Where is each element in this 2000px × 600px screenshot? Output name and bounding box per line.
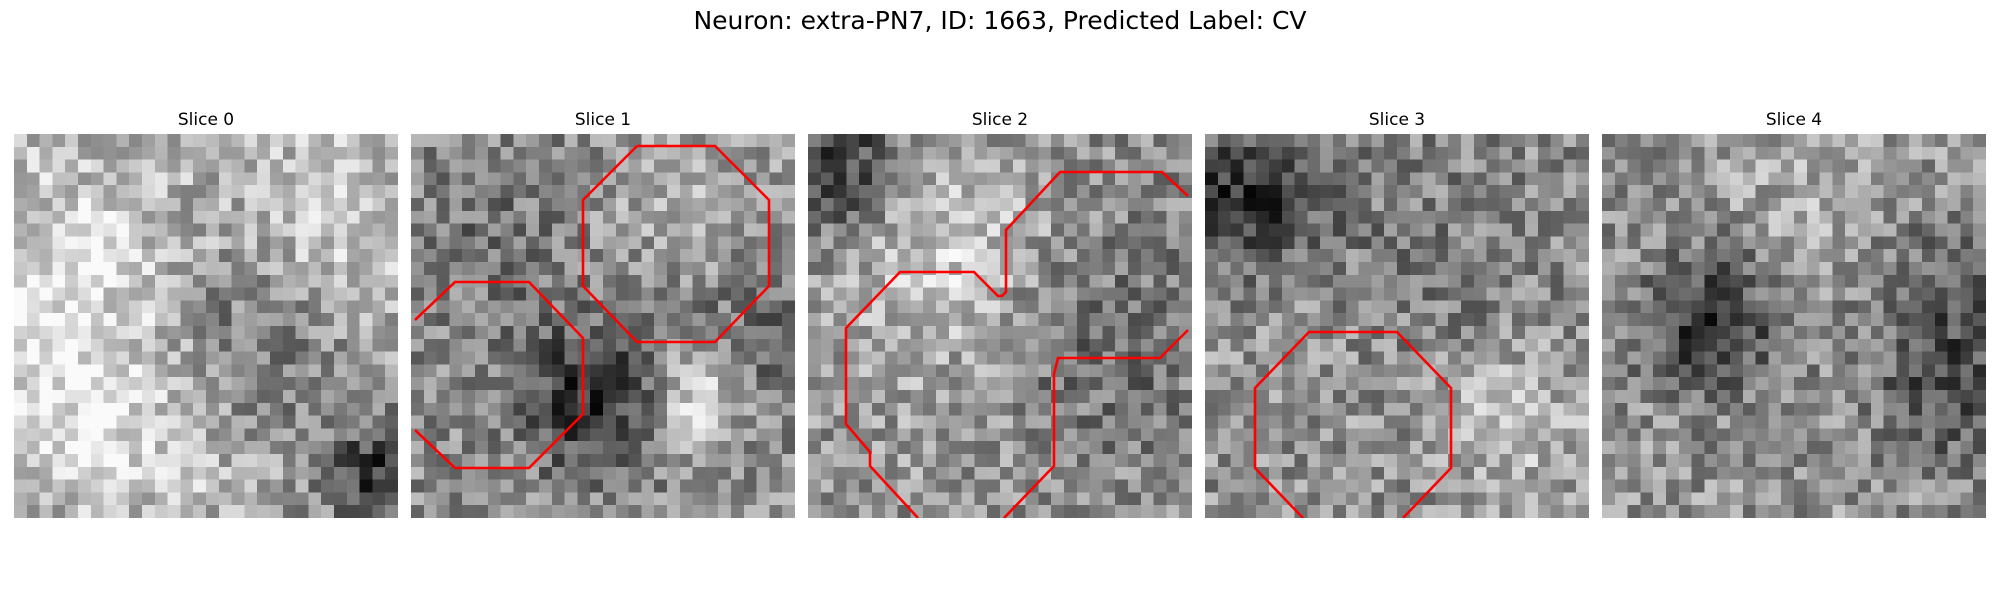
slice-3-contour-overlay — [1253, 330, 1453, 518]
figure-title: Neuron: extra-PN7, ID: 1663, Predicted L… — [693, 6, 1307, 35]
slice-3-title: Slice 3 — [1368, 110, 1426, 130]
slice-0-panel — [14, 134, 398, 518]
slice-3-panel — [1205, 134, 1589, 518]
slice-4-title: Slice 4 — [1765, 110, 1823, 130]
contour-line — [581, 144, 771, 344]
contour-line — [844, 170, 1189, 518]
slice-1-contour-overlay — [414, 144, 771, 470]
contour-line — [1003, 329, 1189, 518]
contour-line — [414, 280, 585, 470]
slice-2-panel — [808, 134, 1192, 518]
slice-4-image — [1602, 134, 1986, 518]
slice-2-contour-overlay — [844, 170, 1189, 518]
slice-2-image — [808, 134, 1192, 518]
slice-0-title: Slice 0 — [177, 110, 235, 130]
slice-0-image — [14, 134, 398, 518]
slice-1-title: Slice 1 — [574, 110, 632, 130]
slice-3-image — [1205, 134, 1589, 518]
slice-4-panel — [1602, 134, 1986, 518]
slice-2-title: Slice 2 — [971, 110, 1029, 130]
slice-1-panel — [411, 134, 795, 518]
contour-line — [1253, 330, 1453, 518]
